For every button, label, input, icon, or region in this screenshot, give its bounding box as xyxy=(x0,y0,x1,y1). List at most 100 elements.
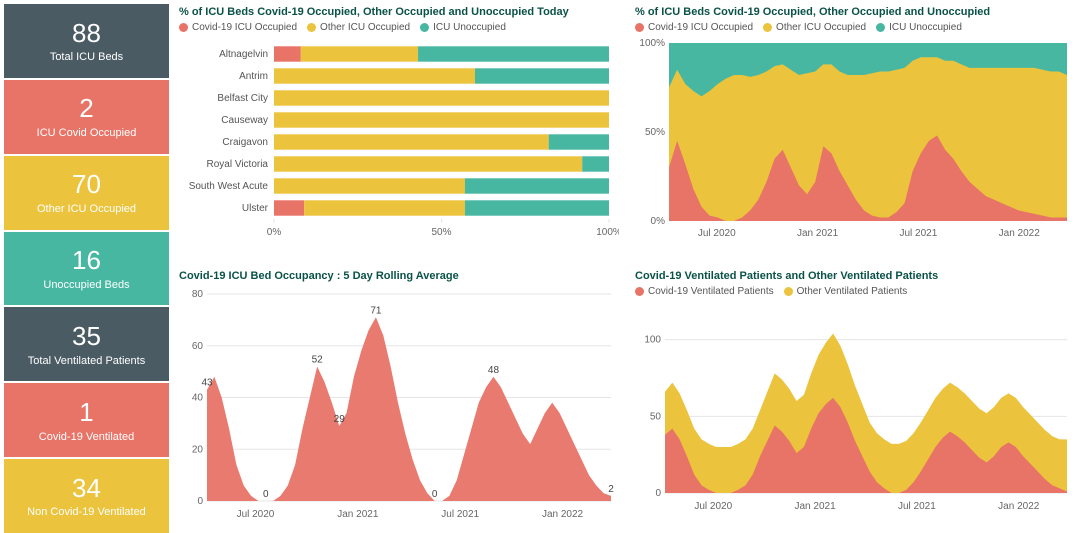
legend-swatch xyxy=(307,23,316,32)
stat-label: Total ICU Beds xyxy=(50,51,123,63)
legend-item: Covid-19 ICU Occupied xyxy=(179,22,297,33)
legend-item: ICU Unoccupied xyxy=(876,22,962,33)
legend-swatch xyxy=(420,23,429,32)
svg-text:Jan 2021: Jan 2021 xyxy=(337,509,379,520)
panel-rolling: Covid-19 ICU Bed Occupancy : 5 Day Rolli… xyxy=(173,268,625,533)
legend-item: Other ICU Occupied xyxy=(763,22,866,33)
legend-swatch xyxy=(179,23,188,32)
svg-text:50: 50 xyxy=(650,411,662,422)
panel-title: % of ICU Beds Covid-19 Occupied, Other O… xyxy=(635,6,1075,18)
stat-value: 35 xyxy=(72,322,101,351)
chart-area: 0204060804305229710482Jul 2020Jan 2021Ju… xyxy=(179,286,619,529)
svg-text:Jul 2020: Jul 2020 xyxy=(698,228,736,239)
svg-text:Jul 2021: Jul 2021 xyxy=(441,509,479,520)
svg-text:0: 0 xyxy=(655,488,661,499)
rolling-chart: 0204060804305229710482Jul 2020Jan 2021Ju… xyxy=(179,286,619,521)
legend: Covid-19 ICU Occupied Other ICU Occupied I… xyxy=(179,22,619,33)
legend-item: ICU Unoccupied xyxy=(420,22,506,33)
svg-text:60: 60 xyxy=(192,341,204,352)
svg-text:Jul 2021: Jul 2021 xyxy=(898,501,936,512)
svg-text:0: 0 xyxy=(197,496,203,507)
svg-text:2: 2 xyxy=(608,484,614,495)
svg-text:71: 71 xyxy=(370,305,382,316)
legend-swatch xyxy=(635,23,644,32)
svg-text:Jan 2022: Jan 2022 xyxy=(998,501,1040,512)
legend-label: Other ICU Occupied xyxy=(320,22,410,33)
legend-label: ICU Unoccupied xyxy=(889,22,962,33)
panel-title: Covid-19 ICU Bed Occupancy : 5 Day Rolli… xyxy=(179,270,619,282)
stat-value: 16 xyxy=(72,246,101,275)
legend: Covid-19 ICU Occupied Other ICU Occupied I… xyxy=(635,22,1075,33)
svg-text:100%: 100% xyxy=(596,227,619,238)
panel-title: Covid-19 Ventilated Patients and Other V… xyxy=(635,270,1075,282)
panel-title: % of ICU Beds Covid-19 Occupied, Other O… xyxy=(179,6,619,18)
svg-text:52: 52 xyxy=(312,354,324,365)
legend-item: Other Ventilated Patients xyxy=(784,286,908,297)
stacked-pct-chart: 0%50%100%Jul 2020Jan 2021Jul 2021Jan 202… xyxy=(635,39,1075,239)
legend-swatch xyxy=(635,287,644,296)
svg-text:Antrim: Antrim xyxy=(239,71,268,82)
legend-label: Covid-19 ICU Occupied xyxy=(648,22,753,33)
svg-text:Jan 2021: Jan 2021 xyxy=(797,228,839,239)
svg-text:Jul 2020: Jul 2020 xyxy=(237,509,275,520)
legend-label: Covid-19 ICU Occupied xyxy=(192,22,297,33)
svg-text:Causeway: Causeway xyxy=(221,115,268,126)
svg-text:Ulster: Ulster xyxy=(242,203,269,214)
legend-swatch xyxy=(784,287,793,296)
stat-label: Total Ventilated Patients xyxy=(28,355,145,367)
legend-label: Other Ventilated Patients xyxy=(797,286,908,297)
legend-label: ICU Unoccupied xyxy=(433,22,506,33)
svg-text:Jan 2022: Jan 2022 xyxy=(542,509,584,520)
svg-text:Jan 2022: Jan 2022 xyxy=(999,228,1041,239)
svg-text:20: 20 xyxy=(192,444,204,455)
chart-area: 0 50 100 Jul 2020 Jan 2021 Jul 2021 Jan 2022 xyxy=(635,303,1075,529)
legend-item: Other ICU Occupied xyxy=(307,22,410,33)
svg-text:South West Acute: South West Acute xyxy=(189,181,269,192)
stat-card: 70 Other ICU Occupied xyxy=(4,156,169,230)
svg-text:Royal Victoria: Royal Victoria xyxy=(206,159,268,170)
panel-hbar-today: % of ICU Beds Covid-19 Occupied, Other O… xyxy=(173,4,625,264)
legend-label: Covid-19 Ventilated Patients xyxy=(648,286,774,297)
stat-value: 1 xyxy=(79,398,93,427)
hbar-chart: Altnagelvin Antrim Belfast City Causeway Cra… xyxy=(179,39,619,239)
stat-value: 34 xyxy=(72,474,101,503)
svg-text:0: 0 xyxy=(263,489,269,500)
svg-text:0%: 0% xyxy=(267,227,282,238)
stat-card: 35 Total Ventilated Patients xyxy=(4,307,169,381)
svg-text:Jan 2021: Jan 2021 xyxy=(795,501,837,512)
legend-swatch xyxy=(876,23,885,32)
svg-text:Jul 2021: Jul 2021 xyxy=(900,228,938,239)
legend-swatch xyxy=(763,23,772,32)
legend-item: Covid-19 Ventilated Patients xyxy=(635,286,774,297)
stat-card: 34 Non Covid-19 Ventilated xyxy=(4,459,169,533)
svg-text:0%: 0% xyxy=(651,216,666,227)
stat-value: 88 xyxy=(72,19,101,48)
svg-text:Jul 2020: Jul 2020 xyxy=(694,501,732,512)
svg-text:Craigavon: Craigavon xyxy=(222,137,268,148)
stat-label: Covid-19 Ventilated xyxy=(39,431,134,443)
svg-text:0: 0 xyxy=(432,489,438,500)
stat-card: 88 Total ICU Beds xyxy=(4,4,169,78)
dashboard-root: 88 Total ICU Beds2 ICU Covid Occupied70 … xyxy=(0,0,1080,533)
svg-text:50%: 50% xyxy=(645,127,665,138)
svg-text:43: 43 xyxy=(201,378,213,389)
stat-label: Non Covid-19 Ventilated xyxy=(27,506,146,518)
svg-text:48: 48 xyxy=(488,365,500,376)
legend-item: Covid-19 ICU Occupied xyxy=(635,22,753,33)
stat-card: 1 Covid-19 Ventilated xyxy=(4,383,169,457)
stat-value: 2 xyxy=(79,94,93,123)
chart-area: Altnagelvin Antrim Belfast City Causeway Cra… xyxy=(179,39,619,260)
stat-card: 16 Unoccupied Beds xyxy=(4,232,169,306)
legend: Covid-19 Ventilated Patients Other Ventil… xyxy=(635,286,1075,297)
svg-text:Altnagelvin: Altnagelvin xyxy=(219,49,268,60)
stat-label: Unoccupied Beds xyxy=(43,279,129,291)
panel-stacked-pct: % of ICU Beds Covid-19 Occupied, Other O… xyxy=(629,4,1080,264)
stats-column: 88 Total ICU Beds2 ICU Covid Occupied70 … xyxy=(4,4,169,533)
stat-label: ICU Covid Occupied xyxy=(37,127,137,139)
svg-text:29: 29 xyxy=(334,414,346,425)
svg-text:Belfast City: Belfast City xyxy=(217,93,268,104)
svg-text:100: 100 xyxy=(644,335,661,346)
svg-text:50%: 50% xyxy=(431,227,451,238)
stat-card: 2 ICU Covid Occupied xyxy=(4,80,169,154)
ventilated-chart: 0 50 100 Jul 2020 Jan 2021 Jul 2021 Jan 2022 xyxy=(635,303,1075,513)
